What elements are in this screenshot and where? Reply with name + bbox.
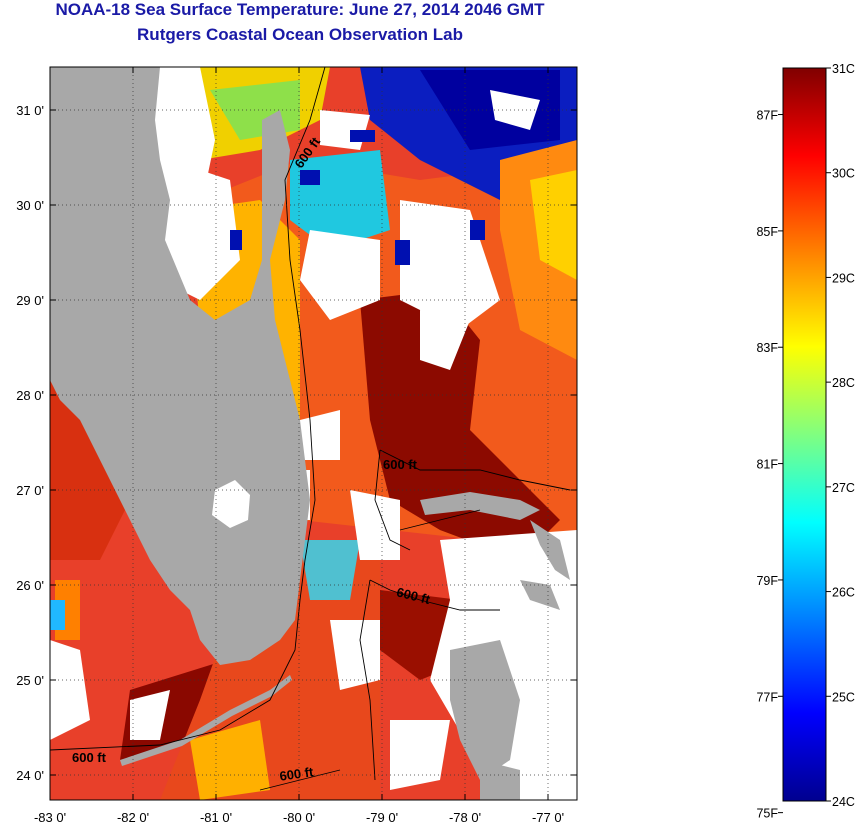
contour-label-south: 600 ft — [279, 764, 315, 784]
colorbar-celsius-label: 27C — [832, 481, 855, 495]
florida-panhandle — [50, 67, 160, 100]
lon-label: -79 0' — [366, 810, 398, 825]
colorbar-celsius-label: 28C — [832, 376, 855, 390]
lat-label: 24 0' — [16, 768, 44, 783]
lon-label: -77 0' — [532, 810, 564, 825]
sst-map — [50, 67, 577, 800]
southern-yellow — [190, 720, 270, 800]
florida-keys — [120, 675, 292, 766]
colorbar-celsius-label: 30C — [832, 167, 855, 181]
colorbar-celsius-labels: 31C 30C 29C 28C 27C 26C 25C 24C — [832, 62, 855, 809]
map-subtitle: Rutgers Coastal Ocean Observation Lab — [137, 25, 463, 44]
colorbar-celsius-label: 24C — [832, 795, 855, 809]
longitude-labels: -83 0' -82 0' -81 0' -80 0' -79 0' -78 0' -77 … — [34, 810, 564, 825]
map-title: NOAA-18 Sea Surface Temperature: June 27… — [55, 0, 545, 19]
lake-okeechobee — [212, 480, 250, 528]
colorbar-celsius-label: 25C — [832, 690, 855, 704]
lat-label: 31 0' — [16, 103, 44, 118]
lon-label: -81 0' — [200, 810, 232, 825]
colorbar-celsius-label: 26C — [832, 586, 855, 600]
colorbar-fahrenheit-label: 75F — [756, 807, 778, 821]
colorbar-fahrenheit-label: 79F — [756, 574, 778, 588]
colorbar-fahrenheit-label: 77F — [756, 690, 778, 704]
lat-label: 26 0' — [16, 578, 44, 593]
colorbar-fahrenheit-label: 85F — [756, 225, 778, 239]
yellow-east — [530, 170, 577, 280]
colorbar-fahrenheit-label: 87F — [756, 109, 778, 123]
lat-label: 29 0' — [16, 293, 44, 308]
abaco — [530, 520, 570, 580]
colorbar-fahrenheit-label: 81F — [756, 458, 778, 472]
contour-label-bahama: 600 ft — [383, 457, 418, 472]
lat-label: 28 0' — [16, 388, 44, 403]
isobaths-600ft — [50, 67, 571, 791]
gulf-stream-core — [360, 290, 560, 560]
lat-label: 30 0' — [16, 198, 44, 213]
cold-speckles — [230, 130, 485, 265]
colorbar-ticks — [778, 67, 831, 814]
lon-label: -80 0' — [283, 810, 315, 825]
colorbar-fahrenheit-label: 83F — [756, 341, 778, 355]
lat-label: 25 0' — [16, 673, 44, 688]
graticule — [49, 67, 577, 800]
eleuthera — [520, 580, 560, 610]
colorbar-celsius-label: 29C — [832, 271, 855, 285]
lat-label: 27 0' — [16, 483, 44, 498]
map-frame — [49, 66, 578, 801]
lon-label: -82 0' — [117, 810, 149, 825]
southern-cyan — [300, 540, 360, 600]
gulf-cyan-spot — [50, 600, 65, 630]
colorbar — [782, 67, 827, 802]
colorbar-fahrenheit-labels: 87F 85F 83F 81F 79F 77F 75F — [756, 109, 778, 821]
colorbar-celsius-label: 31C — [832, 62, 855, 76]
lon-label: -83 0' — [34, 810, 66, 825]
bahamas-bank-sw — [480, 760, 520, 800]
andros — [450, 640, 520, 780]
contour-label-keys: 600 ft — [72, 750, 107, 765]
grand-bahama — [420, 492, 540, 520]
latitude-labels: 31 0' 30 0' 29 0' 28 0' 27 0' 26 0' 25 0' 24 0' — [16, 103, 44, 783]
lon-label: -78 0' — [449, 810, 481, 825]
